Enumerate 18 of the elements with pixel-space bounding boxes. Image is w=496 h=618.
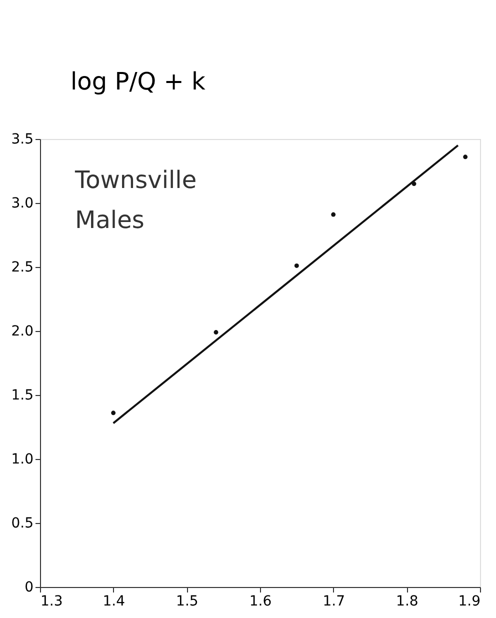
- x-tick-label: 1.3: [40, 594, 63, 610]
- y-tick-label: 3.5: [11, 132, 34, 148]
- x-tick-label: 1.7: [322, 594, 345, 610]
- x-tick-label: 1.6: [249, 594, 272, 610]
- y-tick-label: 1.5: [11, 388, 34, 404]
- y-tick-label: 0: [24, 580, 34, 596]
- y-axis-title: log P/Q + k: [70, 68, 206, 96]
- y-tick-label: 0.5: [11, 516, 34, 532]
- y-tick-label: 1.0: [11, 452, 34, 468]
- annotation: Males: [75, 206, 144, 234]
- x-tick-label: 1.9: [458, 594, 480, 610]
- x-tick-label: 1.4: [102, 594, 126, 610]
- x-tick-label: 1.8: [396, 594, 418, 610]
- y-tick-label: 2.0: [11, 324, 34, 340]
- x-tick-label: 1.5: [176, 594, 198, 610]
- y-tick-label: 3.0: [11, 196, 34, 212]
- y-tick-label: 2.5: [11, 260, 34, 276]
- annotation: Townsville: [74, 166, 197, 194]
